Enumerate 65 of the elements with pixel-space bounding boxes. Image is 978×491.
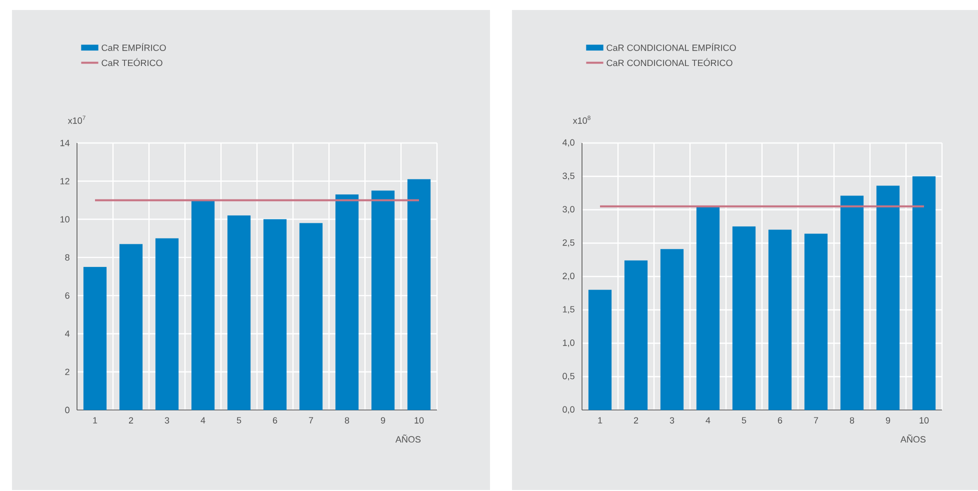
bar [768, 230, 792, 410]
x-tick-label: 8 [850, 417, 854, 424]
y-tick-label: 2,5 [562, 239, 574, 247]
legend-label: CaR TEÓRICO [102, 58, 162, 66]
bar [804, 234, 828, 410]
y-tick-label: 0,5 [562, 372, 574, 380]
bar [371, 190, 395, 410]
bar [660, 249, 684, 410]
bar [335, 194, 359, 410]
y-tick-label: 2 [65, 368, 70, 375]
y-tick-label: 10 [60, 216, 70, 222]
x-tick-label: 4 [200, 417, 206, 424]
y-tick-label: 4,0 [562, 139, 574, 147]
bar [840, 196, 864, 410]
x-tick-label: 5 [742, 417, 746, 424]
x-tick-label: 6 [272, 417, 278, 424]
bar [227, 215, 251, 410]
x-tick-label: 9 [886, 417, 890, 424]
x-tick-label: 5 [236, 417, 242, 424]
bar [155, 238, 179, 410]
bar [119, 244, 143, 410]
y-tick-label: 2,0 [562, 272, 574, 280]
x-tick-label: 10 [920, 417, 929, 424]
bar [299, 223, 323, 410]
x-tick-label: 9 [380, 417, 386, 424]
x-tick-label: 3 [164, 417, 170, 424]
bar [191, 200, 215, 410]
legend-label: CaR CONDICIONAL EMPÍRICO [606, 43, 736, 51]
x-tick-label: 7 [814, 417, 818, 424]
x-axis-title: AÑOS [900, 434, 926, 443]
x-tick-label: 10 [414, 417, 424, 424]
y-tick-label: 14 [60, 140, 70, 146]
y-tick-label: 3,0 [562, 206, 574, 214]
bar [912, 176, 936, 410]
y-tick-label: 0,0 [562, 406, 574, 414]
bar [732, 226, 756, 410]
x-tick-label: 1 [598, 417, 602, 424]
x-tick-label: 8 [344, 417, 350, 424]
x-tick-label: 3 [670, 417, 674, 424]
y-axis-title: x10$^{7}$ [68, 116, 86, 124]
bar [696, 206, 720, 410]
bar [263, 219, 287, 410]
bar [407, 179, 431, 410]
legend-label: CaR EMPÍRICO [102, 43, 166, 51]
x-tick-label: 7 [308, 417, 314, 424]
x-tick-label: 2 [128, 417, 134, 424]
x-tick-label: 4 [706, 417, 710, 424]
bar [876, 186, 900, 410]
y-tick-label: 12 [60, 178, 70, 184]
y-tick-label: 1,5 [562, 306, 574, 314]
x-tick-label: 6 [778, 417, 782, 424]
y-tick-label: 1,0 [562, 340, 574, 347]
y-tick-label: 0 [65, 406, 70, 414]
y-tick-label: 8 [65, 254, 70, 261]
y-tick-label: 3,5 [562, 172, 574, 180]
bar [588, 290, 612, 410]
bar [624, 260, 648, 410]
y-tick-label: 6 [65, 292, 70, 299]
y-axis-title: x10$^{8}$ [572, 116, 590, 124]
bar [83, 266, 107, 410]
x-axis-title: AÑOS [395, 434, 421, 443]
x-tick-label: 2 [634, 417, 638, 424]
y-tick-label: 4 [65, 330, 70, 337]
x-tick-label: 1 [93, 417, 98, 424]
legend-label: CaR CONDICIONAL TEÓRICO [606, 58, 732, 66]
